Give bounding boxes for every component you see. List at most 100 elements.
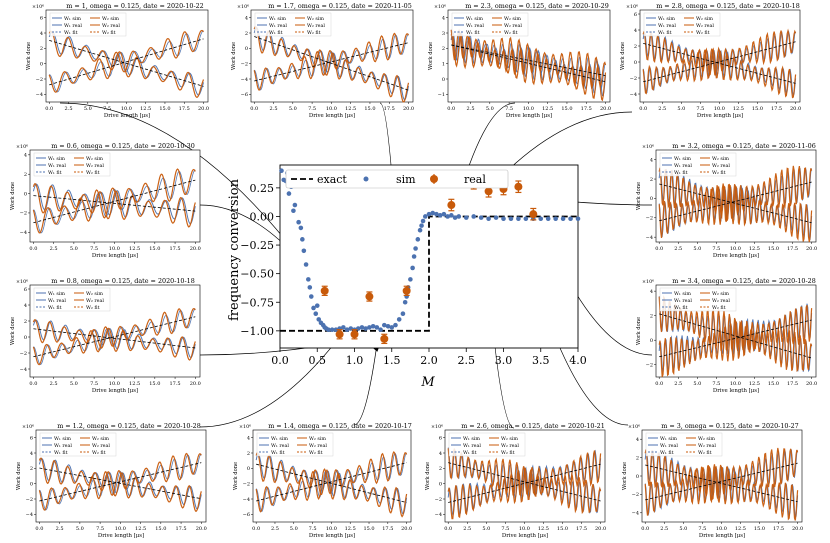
sim-point — [374, 325, 380, 330]
sim-point — [411, 254, 417, 259]
subplot-legend-label: W₂ real — [102, 23, 120, 29]
subplot-legend-label: W₁ sim — [674, 291, 691, 297]
subplot-xtick-label: 15.0 — [768, 381, 779, 387]
subplot-xtick-label: 17.5 — [179, 106, 190, 112]
w2-fit-line — [256, 462, 407, 502]
subplot-ytick-label: 4 — [245, 15, 248, 21]
subplot-xlabel: Drive length [μs] — [92, 388, 138, 394]
subplot-ytick-label: −2 — [435, 497, 442, 503]
w1-real-trace — [253, 26, 410, 103]
subplot-xtick-label: 2.5 — [674, 381, 682, 387]
subplot-ytick-label: 4 — [24, 303, 27, 309]
subplot-legend-label: W₂ fit — [92, 450, 106, 456]
subplots: m = 1, omega = 0.125, date = 2020-10-22 ×… — [10, 2, 817, 539]
w2-fit-line — [451, 44, 606, 77]
subplot-ytick-label: 0 — [245, 46, 248, 52]
subplot-xtick-label: 12.5 — [733, 106, 744, 112]
subplot-ylabel: Work done — [10, 317, 16, 345]
real-point — [365, 292, 374, 301]
subplot-ytick-label: −4 — [20, 367, 27, 373]
real-point — [320, 286, 329, 295]
legend-real-label: real — [464, 173, 486, 186]
subplot-legend-frame — [645, 432, 723, 457]
subplot-xtick-label: 17.5 — [787, 246, 798, 252]
subplot-xtick-label: 15.0 — [149, 381, 160, 387]
subplot-title: m = 3, omega = 0.125, date = 2020-10-27 — [661, 422, 799, 430]
subplot-xtick-label: 5.0 — [679, 526, 687, 532]
subplot-ylabel: Work done — [622, 462, 628, 490]
subplot-ytick-label: 2 — [636, 455, 639, 461]
subplot-ytick-label: −2 — [241, 61, 248, 67]
sim-point — [382, 322, 387, 328]
sim-point — [292, 202, 298, 208]
subplot-scale: ×10⁶ — [237, 4, 249, 10]
subplot-ylabel: Work done — [425, 462, 431, 490]
subplot: m = 2.8, omega = 0.125, date = 2020-10-1… — [620, 2, 801, 119]
subplot-legend-label: W₂ fit — [504, 30, 518, 36]
w2-fit-line — [33, 179, 196, 224]
subplot-xtick-label: 0.0 — [447, 106, 455, 112]
subplot-ytick-label: 4 — [40, 31, 43, 37]
subplot-legend-label: W₁ fit — [674, 305, 688, 311]
sim-point — [545, 216, 551, 222]
legend-sim-swatch — [363, 176, 369, 182]
subplot-legend-label: W₂ fit — [309, 450, 323, 456]
subplot: m = 3.2, omega = 0.125, date = 2020-11-0… — [636, 142, 817, 259]
subplot-xtick-label: 2.5 — [467, 106, 475, 112]
subplot-ytick-label: −4 — [243, 497, 250, 503]
subplot-xtick-label: 5.0 — [677, 106, 685, 112]
main-ytick-label: −0.75 — [240, 296, 274, 309]
subplot-xtick-label: 17.5 — [169, 246, 180, 252]
subplot-legend-label: W₁ sim — [658, 16, 675, 22]
w2-real-trace — [642, 28, 797, 95]
subplot-legend-label: W₂ real — [712, 298, 730, 304]
sim-point — [456, 214, 462, 219]
w1-fit-line — [643, 42, 796, 84]
subplot-xtick-label: 17.5 — [771, 106, 782, 112]
sim-point — [326, 327, 331, 333]
subplot-ytick-label: 2 — [650, 313, 653, 319]
w2-fit-line — [659, 181, 812, 222]
sim-point — [501, 216, 506, 222]
w2-fit-line — [39, 462, 202, 502]
subplot-xtick-label: 7.5 — [696, 106, 704, 112]
sim-point — [286, 191, 292, 196]
sim-point — [413, 246, 418, 251]
real-point — [380, 334, 389, 343]
subplot-ytick-label: 1 — [442, 61, 445, 67]
subplot: m = 0.8, omega = 0.125, date = 2020-10-1… — [10, 277, 201, 394]
subplot-ytick-label: 2 — [40, 46, 43, 52]
subplot-ytick-label: −2 — [646, 363, 653, 369]
subplot: m = 3, omega = 0.125, date = 2020-10-27 ×… — [622, 422, 803, 539]
main-xtick-label: 1.0 — [346, 354, 364, 367]
w2-real-trace — [450, 28, 607, 90]
sim-point — [389, 325, 395, 330]
sim-point — [449, 213, 454, 218]
real-point — [350, 330, 359, 339]
subplot-xtick-label: 5.0 — [76, 526, 84, 532]
real-point — [335, 330, 344, 339]
subplot-title: m = 0.8, omega = 0.125, date = 2020-10-1… — [51, 277, 195, 285]
w2-real-trace — [658, 165, 813, 238]
subplot-legend-label: W₂ sim — [712, 156, 729, 162]
subplot-legend-label: W₁ real — [658, 23, 676, 29]
subplot-xtick-label: 12.5 — [129, 246, 140, 252]
subplot-legend-label: W₁ fit — [674, 170, 688, 176]
subplot-legend-label: W₂ real — [504, 23, 522, 29]
subplot-xtick-label: 2.5 — [463, 526, 471, 532]
subplot-xtick-label: 7.5 — [712, 246, 720, 252]
subplot-xtick-label: 20.0 — [196, 526, 207, 532]
subplot-legend-frame — [254, 12, 332, 37]
subplot-xlabel: Drive length [μs] — [104, 113, 150, 119]
sim-point — [363, 326, 368, 331]
subplot-legend-label: W₂ fit — [696, 30, 710, 36]
subplot-xtick-label: 10.0 — [109, 381, 120, 387]
legend-real-swatch — [430, 175, 438, 183]
subplot-xtick-label: 0.0 — [655, 246, 663, 252]
subplot-legend-label: W₂ sim — [712, 291, 729, 297]
subplot-xlabel: Drive length [μs] — [506, 113, 552, 119]
subplot-ytick-label: −4 — [646, 235, 653, 241]
subplot-ytick-label: 0 — [439, 481, 442, 487]
